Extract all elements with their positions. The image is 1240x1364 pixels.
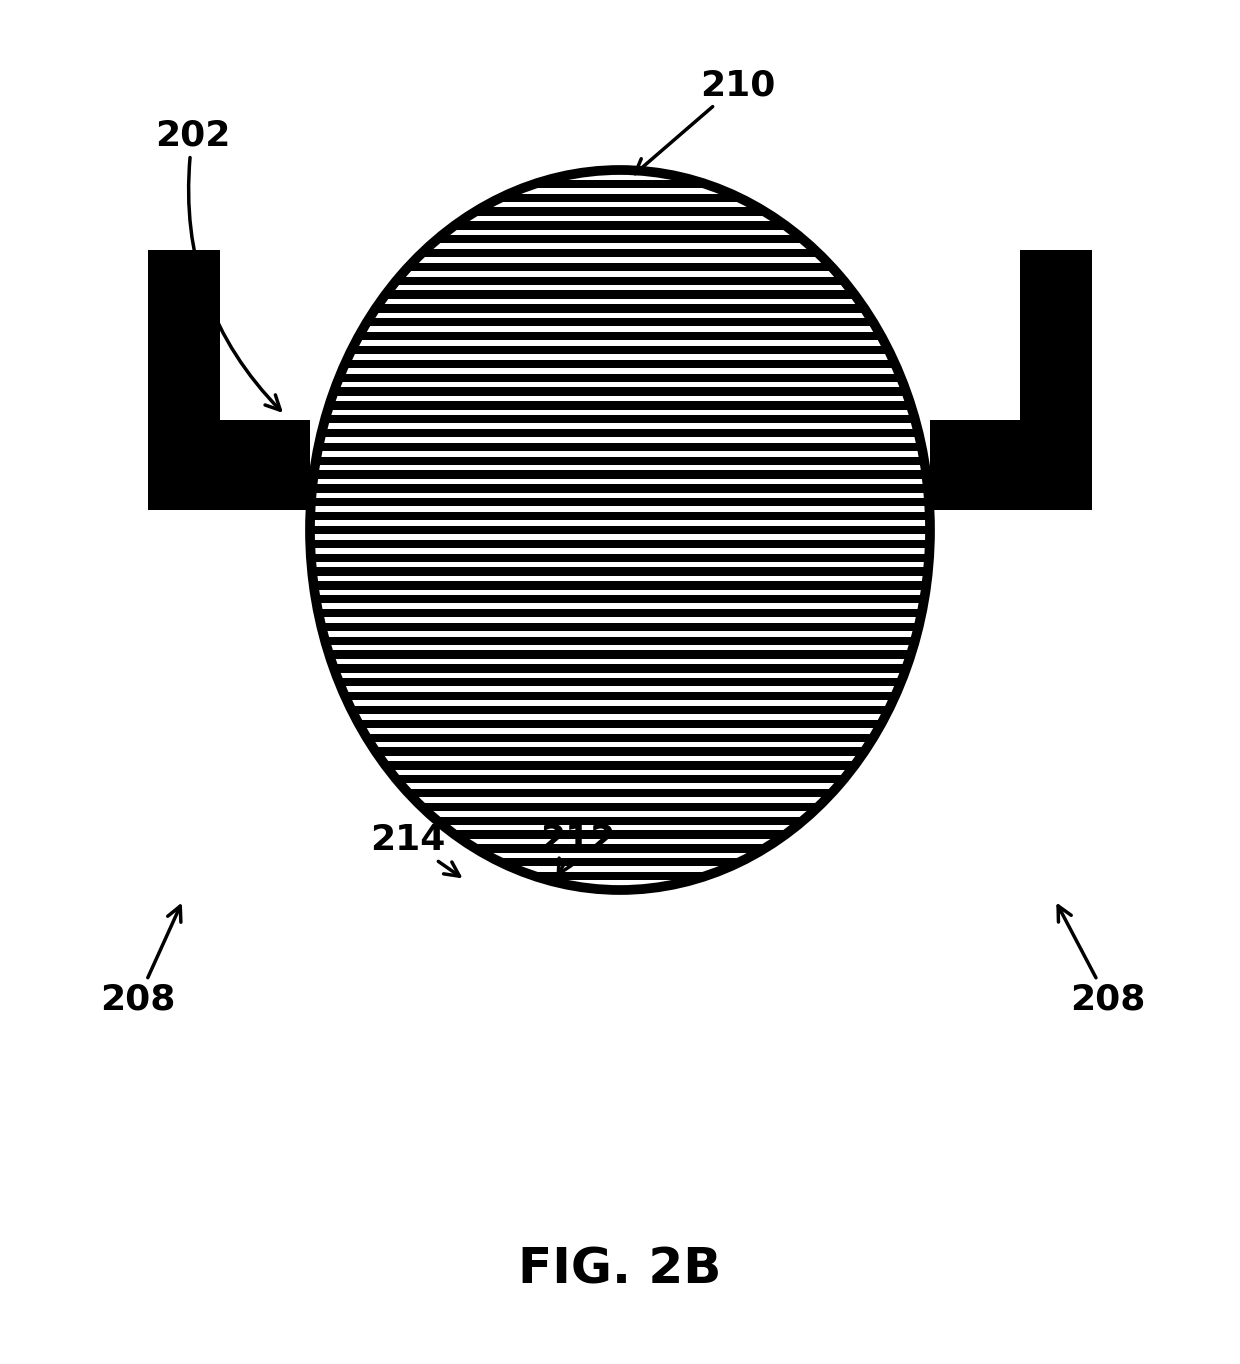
Bar <box>325 415 915 423</box>
Bar <box>334 664 906 672</box>
Bar <box>358 331 882 340</box>
Bar <box>534 872 706 880</box>
Bar <box>386 761 854 769</box>
Bar <box>455 831 785 839</box>
Bar <box>455 221 785 229</box>
Bar <box>376 304 864 312</box>
Bar <box>422 803 818 812</box>
Bar <box>358 720 882 728</box>
Bar <box>311 498 929 506</box>
Bar <box>312 567 928 576</box>
Bar <box>316 457 924 465</box>
Text: 214: 214 <box>370 822 460 876</box>
Ellipse shape <box>310 170 930 889</box>
Bar <box>408 788 832 797</box>
Bar <box>475 844 765 852</box>
Bar <box>329 401 911 409</box>
Bar <box>314 581 926 589</box>
Bar <box>316 595 924 603</box>
Bar <box>376 747 864 756</box>
Bar <box>329 651 911 659</box>
Bar <box>422 248 818 258</box>
Bar <box>397 277 843 285</box>
Bar <box>930 420 1092 510</box>
Bar <box>1021 250 1092 510</box>
Bar <box>351 705 889 715</box>
Bar <box>319 443 921 451</box>
Bar <box>310 540 930 548</box>
Text: 212: 212 <box>539 822 615 874</box>
Bar <box>148 250 219 510</box>
Bar <box>325 637 915 645</box>
Bar <box>339 374 901 382</box>
Bar <box>311 554 929 562</box>
Text: 210: 210 <box>635 68 775 173</box>
Bar <box>408 263 832 271</box>
Bar <box>345 360 895 368</box>
Bar <box>386 291 854 299</box>
Bar <box>397 775 843 783</box>
Bar <box>312 484 928 492</box>
Text: 208: 208 <box>1058 906 1146 1018</box>
Bar <box>148 420 310 510</box>
Bar <box>438 235 802 243</box>
Bar <box>367 734 873 742</box>
Bar <box>438 817 802 825</box>
Bar <box>310 527 930 535</box>
Bar <box>501 194 739 202</box>
Bar <box>319 608 921 618</box>
Bar <box>321 428 919 438</box>
Bar <box>321 623 919 632</box>
Bar <box>310 512 930 520</box>
Bar <box>534 180 706 188</box>
Bar <box>475 207 765 216</box>
Bar <box>367 318 873 326</box>
Bar <box>501 858 739 866</box>
Bar <box>334 387 906 396</box>
Bar <box>351 346 889 355</box>
Text: FIG. 2B: FIG. 2B <box>518 1245 722 1294</box>
Bar <box>339 678 901 686</box>
Bar <box>345 692 895 700</box>
Bar <box>314 471 926 479</box>
Text: 202: 202 <box>155 119 280 411</box>
Text: 208: 208 <box>100 906 181 1018</box>
